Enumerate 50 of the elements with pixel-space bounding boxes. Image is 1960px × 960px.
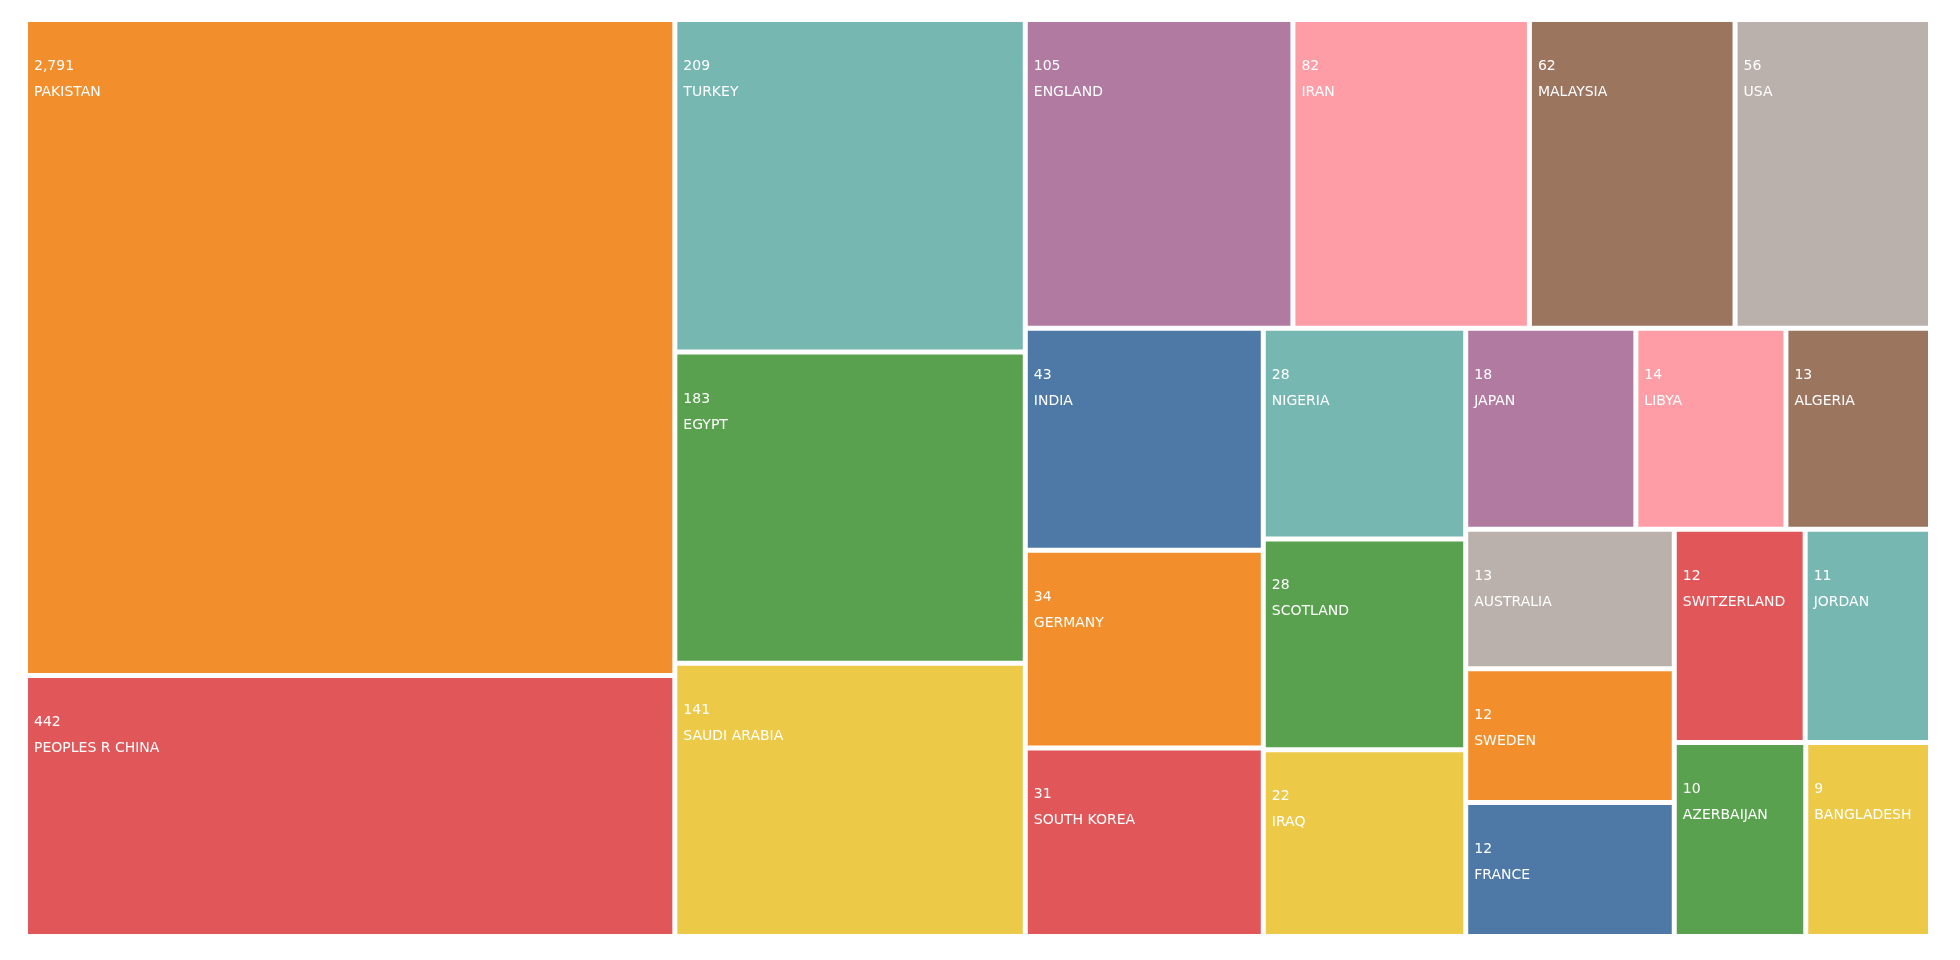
data-label: 13 [1474, 566, 1493, 583]
data-label: 12 [1682, 566, 1701, 583]
data-label: 13 [1794, 365, 1813, 382]
category-label: TURKEY [682, 83, 739, 99]
data-label: 28 [1271, 365, 1290, 382]
category-label: PEOPLES R CHINA [34, 738, 160, 755]
data-label: 56 [1743, 57, 1762, 73]
category-label: JAPAN [1473, 391, 1516, 408]
category-label: IRAQ [1271, 813, 1306, 830]
category-label: GERMANY [1033, 613, 1105, 630]
data-label: 31 [1033, 785, 1052, 802]
data-label: 82 [1301, 57, 1320, 73]
category-label: USA [1743, 83, 1773, 99]
data-label: 10 [1682, 780, 1701, 797]
data-label: 105 [1033, 57, 1061, 73]
data-label: 2,791 [34, 57, 75, 73]
data-label: 43 [1033, 365, 1052, 382]
data-label: 442 [34, 712, 61, 729]
data-label: 12 [1474, 840, 1493, 857]
category-label: INDIA [1033, 391, 1074, 408]
category-label: LIBYA [1644, 391, 1683, 408]
data-label: 183 [683, 389, 711, 406]
data-label: 22 [1271, 787, 1290, 804]
data-label: 28 [1271, 576, 1290, 593]
data-label: 34 [1033, 587, 1052, 604]
data-label: 11 [1813, 566, 1832, 583]
data-label: 141 [683, 700, 711, 717]
category-label: SOUTH KOREA [1033, 811, 1136, 828]
category-label: FRANCE [1474, 866, 1531, 883]
data-label: 62 [1537, 57, 1556, 73]
data-label: 12 [1474, 706, 1493, 723]
category-label: EGYPT [683, 415, 729, 432]
category-label: SWEDEN [1474, 732, 1536, 749]
data-label: 9 [1814, 780, 1824, 797]
category-label: SCOTLAND [1271, 602, 1349, 619]
data-label: 18 [1474, 365, 1493, 382]
category-label: AUSTRALIA [1474, 592, 1553, 609]
category-label: IRAN [1301, 83, 1335, 99]
category-label: SWITZERLAND [1682, 592, 1786, 609]
category-label: PAKISTAN [34, 83, 101, 99]
category-label: BANGLADESH [1814, 806, 1912, 823]
category-label: AZERBAIJAN [1682, 806, 1768, 823]
category-label: NIGERIA [1271, 391, 1330, 408]
category-label: JORDAN [1812, 592, 1870, 609]
data-label: 14 [1644, 365, 1663, 382]
category-label: ALGERIA [1794, 391, 1856, 408]
category-label: SAUDI ARABIA [683, 726, 784, 743]
category-label: MALAYSIA [1537, 83, 1608, 99]
category-label: ENGLAND [1033, 83, 1103, 99]
data-label: 209 [683, 57, 711, 73]
